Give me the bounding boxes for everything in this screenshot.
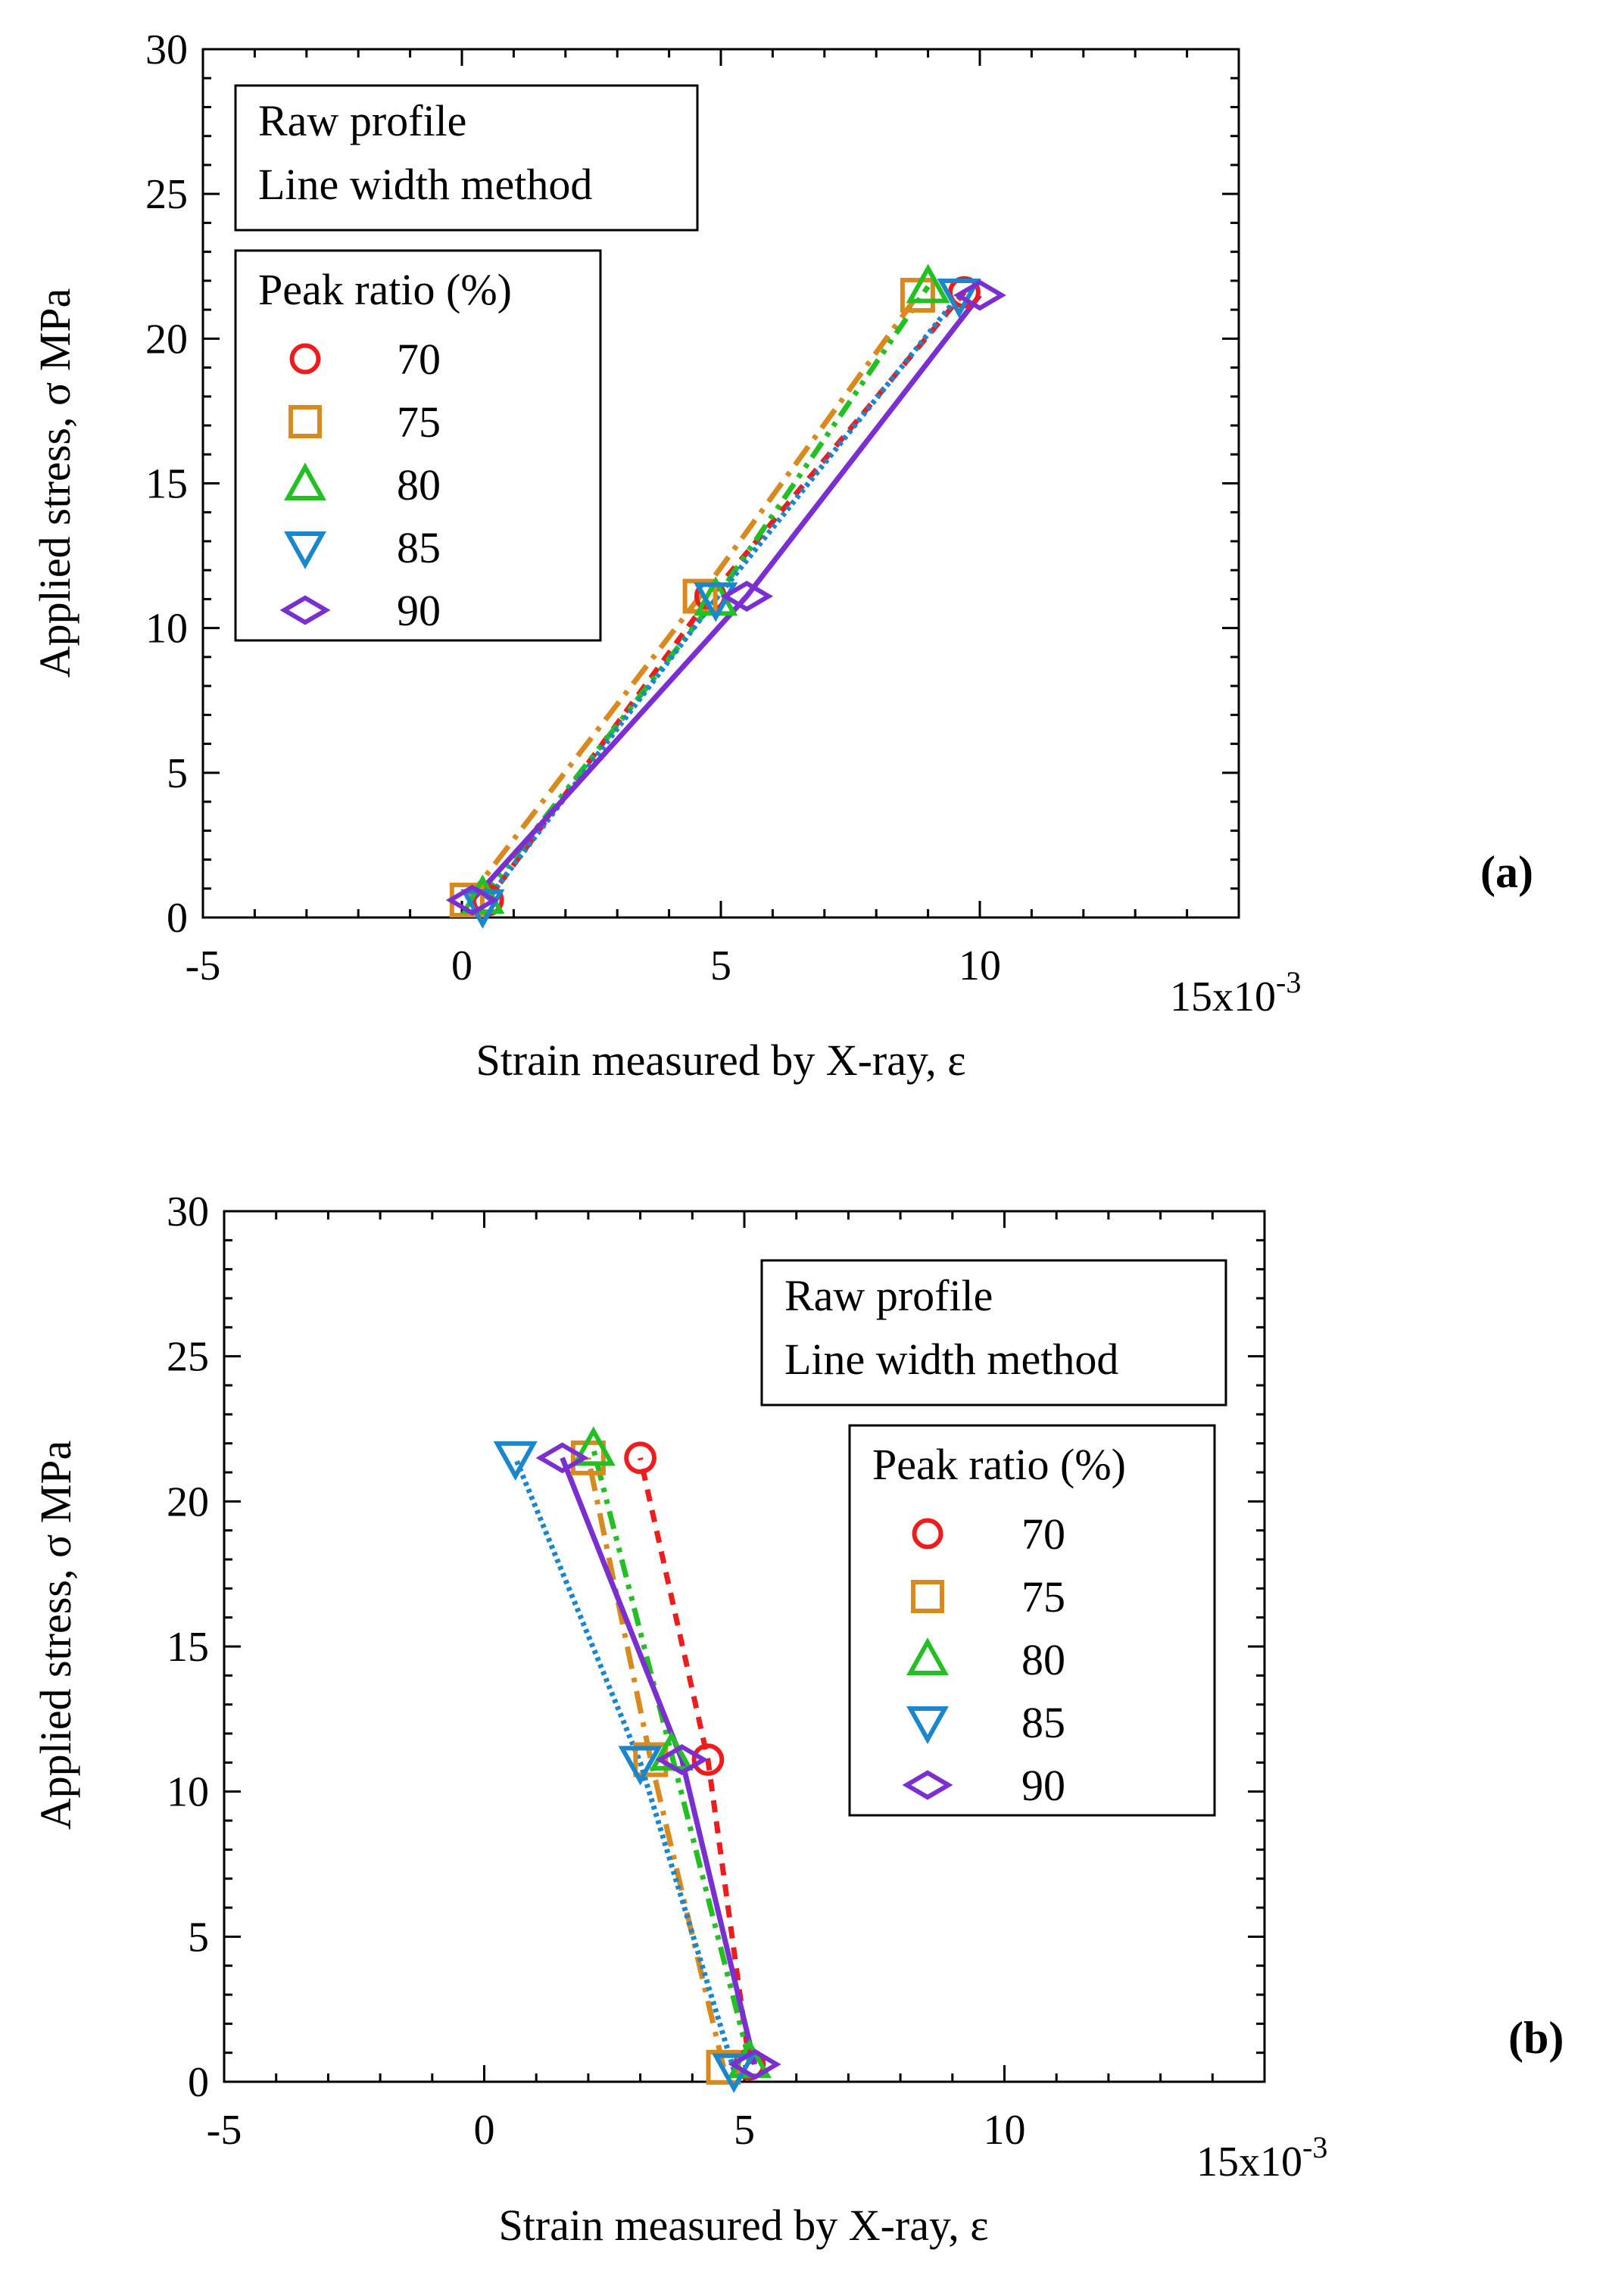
legend-label: 80 [397, 460, 441, 509]
data-point-80-0 [460, 874, 505, 914]
data-point-90-2 [953, 279, 1006, 311]
legend-marker-70 [289, 343, 321, 375]
series-line-70 [485, 290, 967, 902]
data-point-70-2 [624, 1441, 656, 1475]
x-tick-label: 5 [710, 942, 731, 989]
data-point-90-1 [655, 1744, 709, 1775]
y-tick-label: 20 [145, 316, 188, 363]
y-tick-label: 25 [145, 171, 188, 218]
y-tick-label: 5 [167, 750, 188, 797]
legend-label: 85 [1021, 1698, 1065, 1747]
info-box-line: Line width method [258, 160, 592, 209]
data-point-90-1 [720, 581, 774, 612]
x-axis-label: Strain measured by X-ray, ε [476, 1036, 965, 1085]
legend-title: Peak ratio (%) [872, 1440, 1126, 1489]
data-point-80-2 [571, 1426, 616, 1466]
y-tick-label: 30 [145, 26, 188, 73]
y-tick-label: 25 [167, 1334, 209, 1381]
legend-label: 80 [1021, 1635, 1065, 1684]
data-point-85-2 [493, 1441, 538, 1481]
legend-label: 90 [397, 586, 441, 635]
y-tick-label: 0 [188, 2059, 209, 2106]
data-point-85-1 [618, 1746, 663, 1786]
data-point-90-0 [728, 2048, 781, 2080]
series-line-85 [480, 293, 962, 908]
x-tick-label: 0 [451, 942, 472, 989]
legend [848, 1424, 1216, 1817]
legend [234, 249, 602, 642]
legend-marker-80 [906, 1637, 949, 1676]
series-line-90 [470, 293, 982, 902]
data-point-70-1 [691, 1743, 725, 1776]
info-box-line: Line width method [784, 1335, 1118, 1384]
data-point-85-1 [694, 582, 738, 622]
y-tick-label: 10 [167, 1769, 209, 1816]
legend-marker-90 [902, 1770, 953, 1800]
series-line-75 [585, 1457, 726, 2068]
y-tick-label: 15 [145, 461, 188, 508]
info-box-line: Raw profile [784, 1271, 993, 1320]
x-tick-label: 0 [474, 2107, 495, 2154]
legend-marker-85 [284, 531, 326, 569]
legend-marker-70 [912, 1518, 943, 1550]
series-line-90 [560, 1456, 758, 2065]
y-tick-label: 5 [188, 1914, 209, 1961]
legend-marker-75 [288, 405, 322, 438]
y-tick-label: 30 [167, 1188, 209, 1235]
data-point-80-2 [906, 263, 950, 304]
y-axis-label: Applied stress, σ MPa [30, 288, 80, 678]
data-point-90-2 [535, 1442, 589, 1474]
x-axis-multiplier: 15x10-3 [1170, 965, 1301, 1020]
legend-label: 70 [397, 335, 441, 384]
panel-label: (a) [1480, 847, 1533, 897]
x-tick-label: 10 [959, 942, 1001, 989]
legend-label: 85 [397, 523, 441, 572]
legend-marker-90 [279, 595, 331, 625]
legend-label: 75 [1021, 1572, 1065, 1622]
legend-marker-75 [911, 1580, 944, 1613]
legend-label: 75 [397, 397, 441, 447]
legend-marker-85 [906, 1706, 949, 1744]
x-axis-label: Strain measured by X-ray, ε [498, 2201, 988, 2250]
y-tick-label: 0 [167, 895, 188, 942]
series-line-85 [513, 1456, 737, 2071]
x-tick-label: 5 [734, 2107, 755, 2154]
x-tick-label: 10 [984, 2107, 1026, 2154]
panel-label: (b) [1508, 2013, 1564, 2063]
y-tick-label: 10 [145, 606, 188, 653]
series-line-75 [465, 293, 920, 902]
x-axis-multiplier-base: 15x10 [1170, 974, 1276, 1020]
info-box [234, 84, 699, 232]
x-tick-label: -5 [207, 2107, 242, 2154]
y-tick-label: 20 [167, 1478, 209, 1525]
x-axis-multiplier: 15x10-3 [1196, 2130, 1327, 2185]
info-box [760, 1259, 1227, 1407]
x-axis-multiplier-exponent: -3 [1302, 2130, 1327, 2164]
legend-marker-80 [284, 463, 326, 501]
x-axis-multiplier-base: 15x10 [1196, 2139, 1302, 2185]
x-axis-multiplier-exponent: -3 [1276, 965, 1301, 999]
data-point-75-1 [633, 1742, 669, 1777]
x-tick-label: -5 [186, 942, 221, 989]
legend-title: Peak ratio (%) [258, 265, 512, 314]
info-box-line: Raw profile [258, 96, 466, 145]
data-point-85-2 [937, 278, 981, 319]
legend-label: 90 [1021, 1761, 1065, 1810]
legend-label: 70 [1021, 1509, 1065, 1559]
y-tick-label: 15 [167, 1624, 209, 1671]
data-point-90-0 [445, 884, 499, 916]
y-axis-label: Applied stress, σ MPa [31, 1441, 80, 1830]
